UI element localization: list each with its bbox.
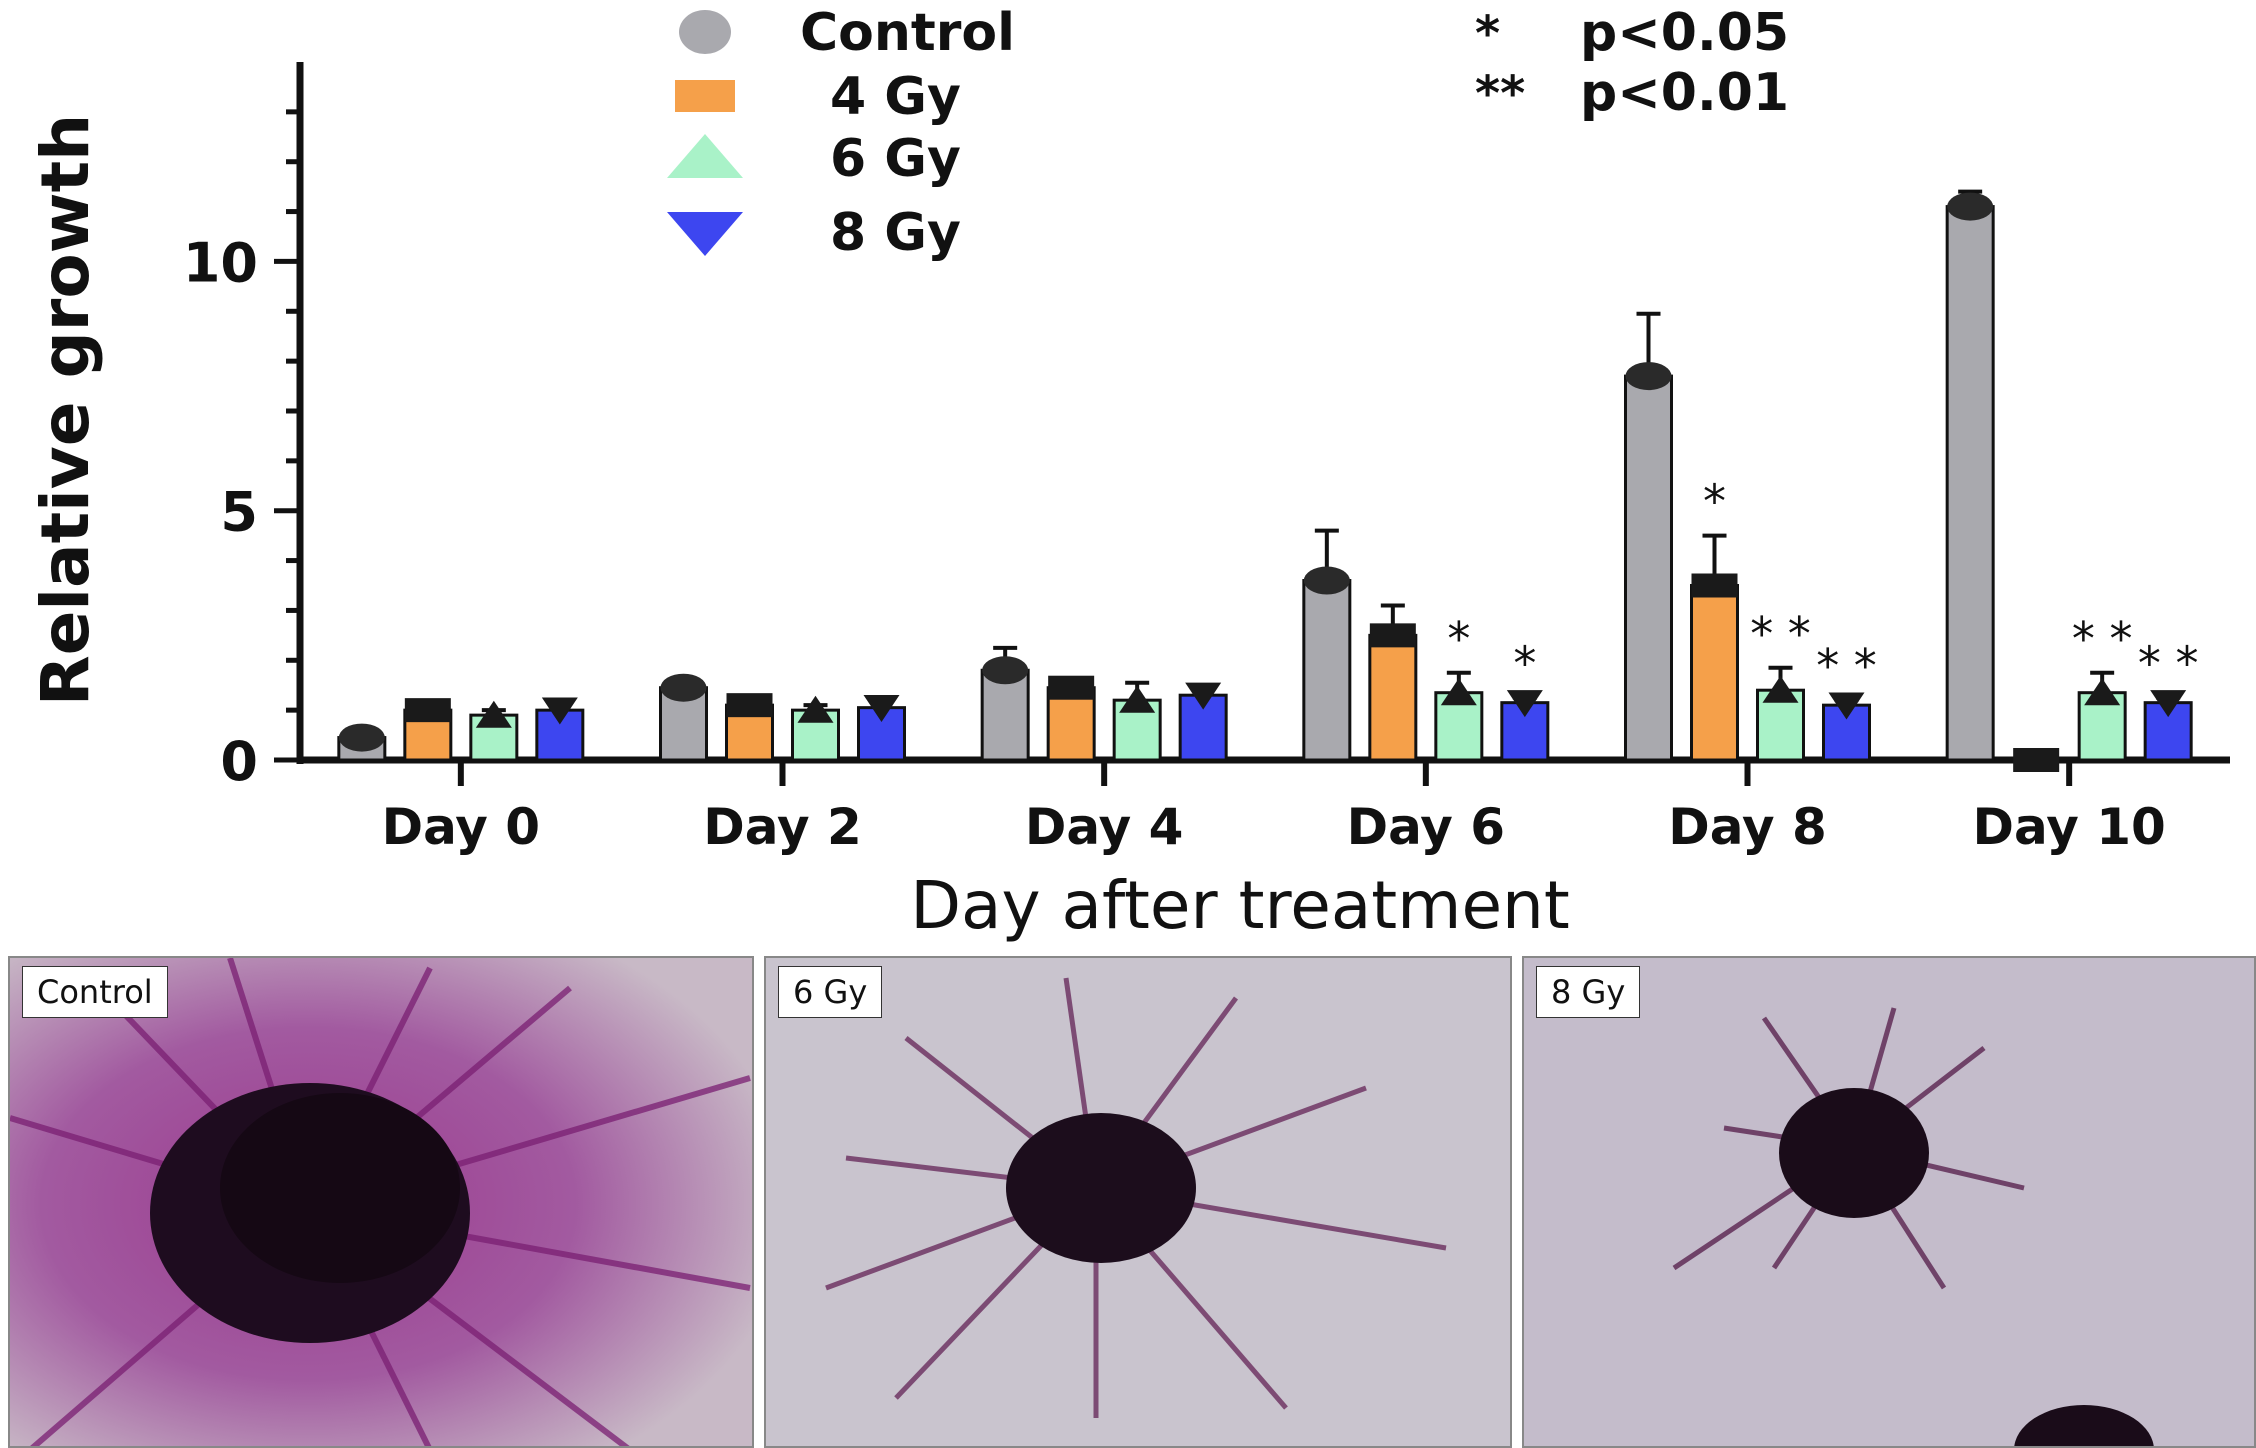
- bar: [1624, 374, 1673, 762]
- bar-marker: [1762, 675, 1799, 703]
- micrograph-8gy: 8 Gy: [1522, 956, 2256, 1448]
- x-tick-label: Day 4: [1025, 798, 1184, 856]
- significance-symbol: **: [1475, 66, 1525, 122]
- significance-mark: * *: [2072, 612, 2133, 666]
- panel-label-control: Control: [22, 966, 168, 1018]
- y-tick-label: 10: [183, 231, 258, 294]
- bar-marker: [982, 656, 1029, 685]
- bar-marker: [2150, 690, 2187, 718]
- significance-mark: * *: [1750, 607, 1811, 661]
- bar: [1945, 205, 1995, 762]
- legend-label: 4 Gy: [830, 67, 961, 127]
- significance-mark: * *: [2138, 637, 2199, 691]
- bar-marker: [1185, 682, 1222, 710]
- y-tick-label: 5: [220, 481, 258, 544]
- bar-marker: [475, 700, 512, 728]
- bar-marker: [1048, 675, 1095, 700]
- bar-marker: [541, 697, 578, 725]
- significance-text: p<0.01: [1580, 63, 1789, 123]
- panel-label-6gy: 6 Gy: [778, 966, 883, 1018]
- x-tick-label: Day 2: [703, 798, 862, 856]
- micrograph-6gy: 6 Gy: [764, 956, 1512, 1448]
- bar: [469, 713, 519, 762]
- bar: [1368, 633, 1418, 762]
- bar-marker: [660, 673, 707, 702]
- bar-marker: [404, 698, 451, 723]
- bar-marker: [2013, 748, 2060, 772]
- significance-mark: *: [1447, 612, 1470, 666]
- significance-mark: *: [1513, 637, 1536, 691]
- x-axis: Day 0 Day 2 Day 4 Day 6 Day 8 Day 10: [300, 756, 2230, 856]
- significance-text: p<0.05: [1580, 3, 1789, 63]
- micrograph-control: Control: [8, 956, 754, 1448]
- x-tick-label: Day 0: [382, 798, 541, 856]
- x-axis-label: Day after treatment: [910, 867, 1570, 944]
- significance-symbol: *: [1475, 6, 1500, 62]
- bar-marker: [863, 695, 900, 723]
- bar: [1302, 579, 1352, 762]
- legend-label: Control: [800, 3, 1015, 63]
- significance-key: * p<0.05 ** p<0.01: [1475, 3, 1789, 123]
- legend-label: 6 Gy: [830, 129, 961, 189]
- bar-marker: [726, 693, 773, 718]
- y-tick-label: 0: [220, 730, 258, 793]
- panel-label-8gy: 8 Gy: [1536, 966, 1641, 1018]
- legend-marker: [675, 80, 735, 112]
- bar-marker: [1119, 685, 1156, 713]
- x-tick-label: Day 8: [1668, 798, 1827, 856]
- x-tick-label: Day 6: [1347, 798, 1506, 856]
- bar-marker: [797, 695, 834, 723]
- legend-marker: [667, 134, 743, 178]
- bar-marker: [338, 723, 385, 752]
- y-axis-label: Relative growth: [27, 114, 104, 706]
- legend-label: 8 Gy: [830, 203, 961, 263]
- y-axis: 0 5 10: [183, 62, 304, 793]
- bar-marker: [1625, 362, 1672, 391]
- bar-marker: [1828, 692, 1865, 720]
- bar-marker: [1303, 566, 1350, 595]
- bars-layer: ** * * * ** * * * *: [337, 189, 2199, 772]
- legend-marker: [667, 212, 743, 256]
- bar-marker: [1369, 623, 1416, 648]
- significance-mark: * *: [1816, 639, 1877, 693]
- significance-mark: *: [1703, 475, 1726, 529]
- bar-marker: [1947, 192, 1994, 221]
- bar-marker: [1440, 678, 1477, 706]
- bar-marker: [1691, 573, 1738, 598]
- legend-marker: [679, 10, 731, 54]
- bar: [1690, 584, 1739, 762]
- x-tick-label: Day 10: [1973, 798, 2166, 856]
- bar-marker: [1506, 690, 1543, 718]
- bar-marker: [2084, 678, 2121, 706]
